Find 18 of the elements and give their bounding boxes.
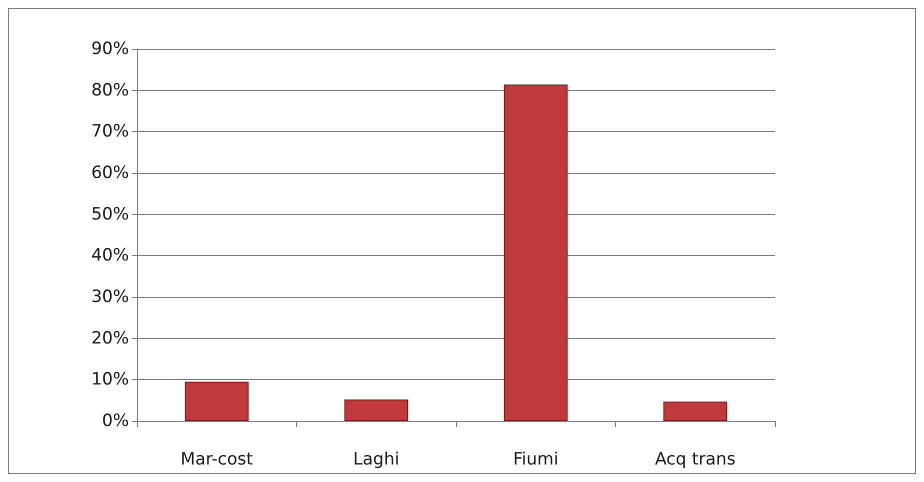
x-tick-label: Acq trans	[654, 450, 736, 470]
x-tick-label: Laghi	[353, 450, 400, 470]
bar	[344, 400, 408, 421]
y-tick-label: 30%	[91, 287, 129, 307]
y-tick-label: 50%	[91, 204, 129, 224]
bar	[504, 84, 568, 421]
bar	[184, 382, 249, 421]
y-tick-label: 70%	[91, 122, 129, 142]
y-tick-label: 20%	[91, 328, 129, 348]
y-tick-label: 80%	[91, 80, 129, 100]
y-tick-label: 40%	[91, 246, 129, 266]
x-tick-label: Mar-cost	[180, 450, 254, 470]
bar	[663, 402, 728, 421]
y-tick-label: 90%	[91, 39, 129, 59]
y-tick-label: 0%	[102, 411, 129, 431]
y-tick-label: 10%	[91, 370, 129, 390]
y-tick-label: 60%	[91, 163, 129, 183]
x-tick-label: Fiumi	[513, 450, 558, 470]
